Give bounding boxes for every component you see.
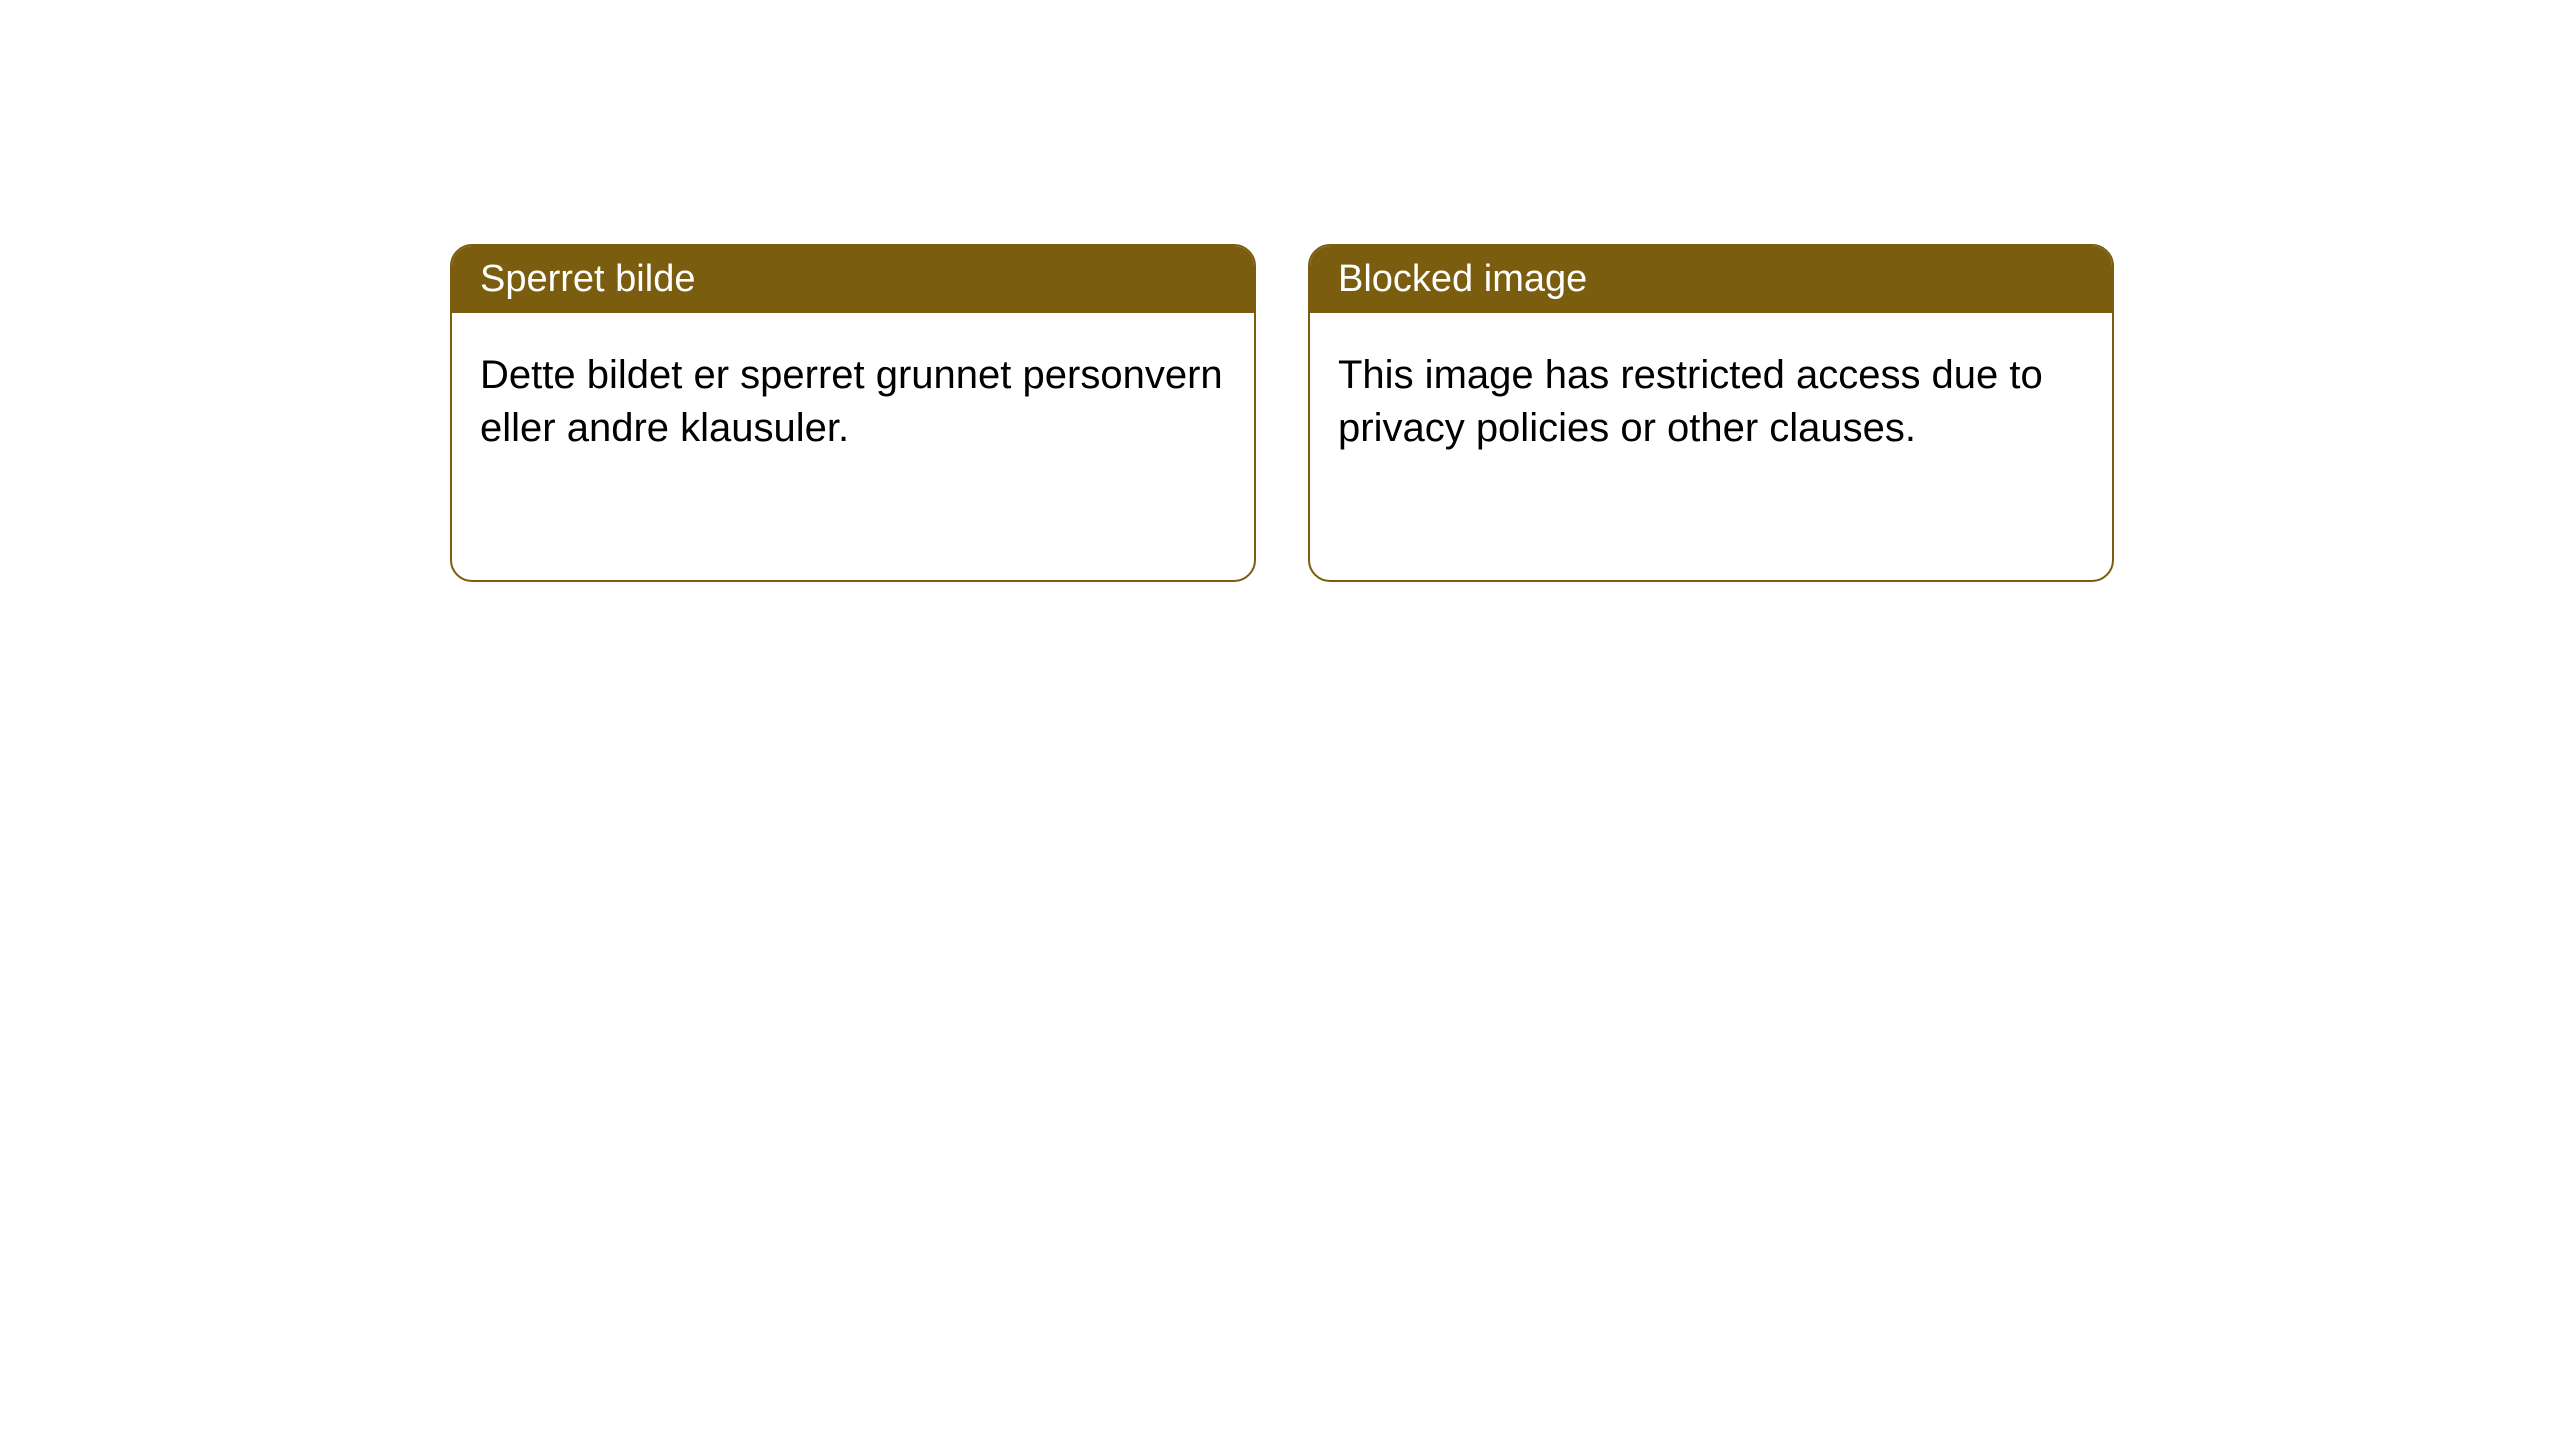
notice-card-en: Blocked image This image has restricted … [1308,244,2114,582]
notice-header-en: Blocked image [1310,246,2112,313]
notice-header-no: Sperret bilde [452,246,1254,313]
notice-body-no: Dette bildet er sperret grunnet personve… [452,313,1254,491]
notice-container: Sperret bilde Dette bildet er sperret gr… [450,244,2114,582]
notice-body-en: This image has restricted access due to … [1310,313,2112,491]
notice-card-no: Sperret bilde Dette bildet er sperret gr… [450,244,1256,582]
